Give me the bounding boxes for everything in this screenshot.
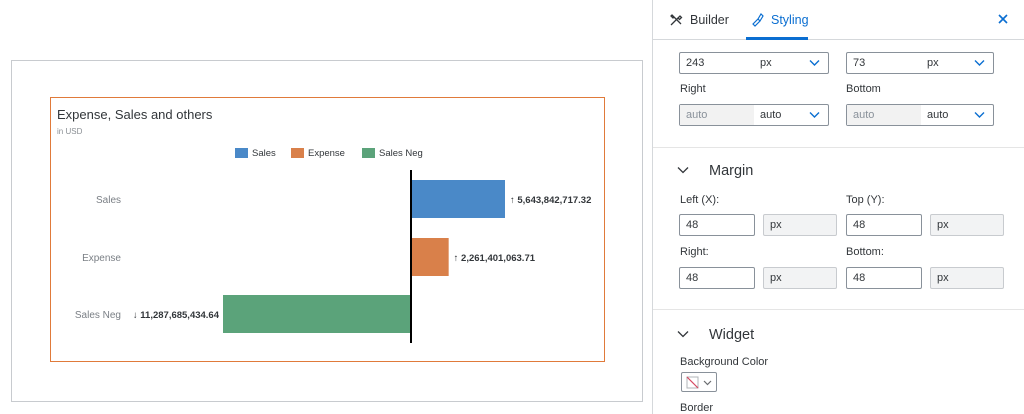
data-label: ↓ 11,287,685,434.64 bbox=[133, 310, 220, 321]
story-canvas: Expense, Sales and others in USD Sales E… bbox=[11, 60, 643, 402]
margin-bottom-input[interactable]: 48 bbox=[846, 267, 922, 289]
tools-icon bbox=[670, 14, 683, 26]
paintbrush-icon bbox=[752, 13, 764, 27]
legend-label: Sales Neg bbox=[379, 147, 423, 159]
chart-legend: Sales Expense Sales Neg bbox=[51, 146, 604, 160]
category-label: Sales bbox=[96, 195, 121, 206]
bottom-value: auto bbox=[847, 105, 921, 125]
category-label: Expense bbox=[82, 253, 121, 264]
margin-left-input[interactable]: 48 bbox=[679, 214, 755, 236]
section-divider bbox=[653, 309, 1024, 310]
chart-title: Expense, Sales and others bbox=[57, 107, 213, 122]
designer-panel: Builder Styling 243 px 73 px Right Botto… bbox=[652, 0, 1024, 414]
tab-label: Styling bbox=[771, 13, 809, 27]
bar-expense[interactable] bbox=[411, 238, 449, 276]
data-label: ↑ 2,261,401,063.71 bbox=[454, 253, 536, 264]
bottom-unit: auto bbox=[927, 109, 949, 121]
margin-title: Margin bbox=[709, 163, 754, 179]
section-divider bbox=[653, 147, 1024, 148]
right-label: Right bbox=[680, 83, 706, 95]
margin-left-unit: px bbox=[763, 214, 837, 236]
chart-plot: Sales ↑ 5,643,842,717.32 Expense ↑ 2,261,40… bbox=[75, 170, 591, 343]
margin-left-label: Left (X): bbox=[680, 194, 720, 206]
tab-builder[interactable]: Builder bbox=[669, 0, 729, 40]
margin-bottom-label: Bottom: bbox=[846, 246, 884, 258]
legend-label: Sales bbox=[252, 147, 276, 159]
margin-bottom-unit: px bbox=[930, 267, 1004, 289]
tab-styling[interactable]: Styling bbox=[750, 0, 809, 40]
no-color-icon bbox=[686, 376, 712, 389]
close-icon[interactable] bbox=[996, 12, 1010, 26]
panel-header: Builder Styling bbox=[653, 0, 1024, 40]
margin-right-input[interactable]: 48 bbox=[679, 267, 755, 289]
margin-top-input[interactable]: 48 bbox=[846, 214, 922, 236]
chart-widget[interactable]: Expense, Sales and others in USD Sales E… bbox=[50, 97, 605, 362]
category-label: Sales Neg bbox=[75, 310, 121, 321]
chevron-down-icon bbox=[677, 331, 689, 338]
legend-item-expense[interactable]: Expense bbox=[291, 146, 345, 160]
active-tab-indicator bbox=[746, 37, 808, 40]
tab-label: Builder bbox=[690, 13, 729, 27]
panel-body: 243 px 73 px Right Bottom auto auto auto… bbox=[653, 41, 1024, 414]
background-color-picker[interactable] bbox=[681, 372, 717, 392]
margin-top-label: Top (Y): bbox=[846, 194, 885, 206]
height-select[interactable]: 73 px bbox=[846, 52, 994, 74]
legend-item-sales-neg[interactable]: Sales Neg bbox=[362, 146, 423, 160]
right-value: auto bbox=[680, 105, 754, 125]
margin-section-header[interactable]: Margin bbox=[677, 161, 754, 181]
border-label: Border bbox=[680, 402, 714, 414]
width-unit: px bbox=[760, 57, 772, 69]
chart-subtitle: in USD bbox=[57, 127, 83, 136]
height-unit: px bbox=[927, 57, 939, 69]
bar-sales-neg[interactable] bbox=[223, 295, 411, 333]
background-color-label: Background Color bbox=[680, 356, 769, 368]
chevron-down-icon bbox=[677, 167, 689, 174]
right-unit: auto bbox=[760, 109, 782, 121]
chevron-down-icon bbox=[809, 112, 820, 118]
widget-title: Widget bbox=[709, 327, 755, 343]
chevron-down-icon bbox=[974, 112, 985, 118]
right-select[interactable]: auto auto bbox=[679, 104, 829, 126]
legend-swatch bbox=[362, 148, 375, 158]
margin-top-unit: px bbox=[930, 214, 1004, 236]
margin-right-label: Right: bbox=[680, 246, 709, 258]
width-value: 243 bbox=[686, 57, 705, 69]
bottom-select[interactable]: auto auto bbox=[846, 104, 994, 126]
data-label: ↑ 5,643,842,717.32 bbox=[510, 195, 591, 206]
width-select[interactable]: 243 px bbox=[679, 52, 829, 74]
bar-sales[interactable] bbox=[411, 180, 505, 218]
legend-label: Expense bbox=[308, 147, 345, 159]
widget-section-header[interactable]: Widget bbox=[677, 325, 755, 345]
margin-right-unit: px bbox=[763, 267, 837, 289]
chevron-down-icon bbox=[809, 60, 820, 66]
legend-item-sales[interactable]: Sales bbox=[235, 146, 276, 160]
legend-swatch bbox=[291, 148, 304, 158]
height-value: 73 bbox=[853, 57, 866, 69]
chevron-down-icon bbox=[974, 60, 985, 66]
legend-swatch bbox=[235, 148, 248, 158]
bottom-label: Bottom bbox=[846, 83, 881, 95]
